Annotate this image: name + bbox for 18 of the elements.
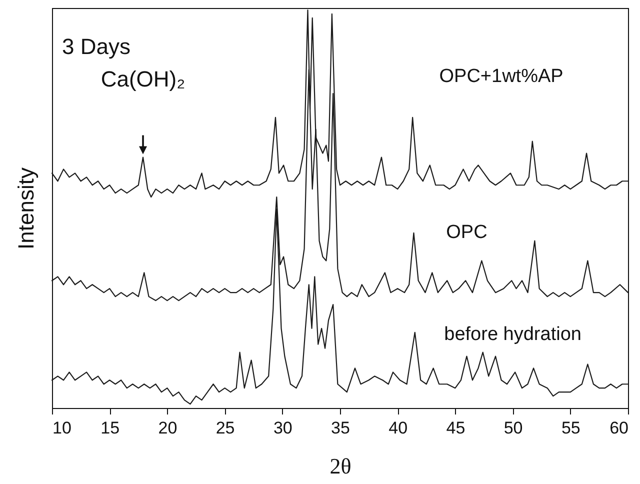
annotation: 3 Days <box>62 34 130 59</box>
x-tick-label: 35 <box>331 418 350 438</box>
x-tick-label: 45 <box>446 418 466 438</box>
series-label: before hydration <box>444 324 582 345</box>
y-axis-title: Intensity <box>14 168 38 250</box>
x-tick-label: 60 <box>610 418 628 438</box>
x-tick-label: 40 <box>388 418 408 438</box>
x-tick-label: 20 <box>158 418 178 438</box>
x-tick-label: 10 <box>52 418 72 438</box>
annotation: Ca(OH)₂ <box>100 66 186 92</box>
x-tick-label: 30 <box>273 418 292 438</box>
x-tick-label: 55 <box>561 418 580 438</box>
x-axis-title: 2θ <box>330 454 352 478</box>
series-label: OPC <box>446 222 488 243</box>
text: OPC+1wt%AP <box>439 66 564 87</box>
x-tick-label: 50 <box>504 418 523 438</box>
x-tick-label: 25 <box>216 418 235 438</box>
x-tick-label: 15 <box>100 418 120 438</box>
